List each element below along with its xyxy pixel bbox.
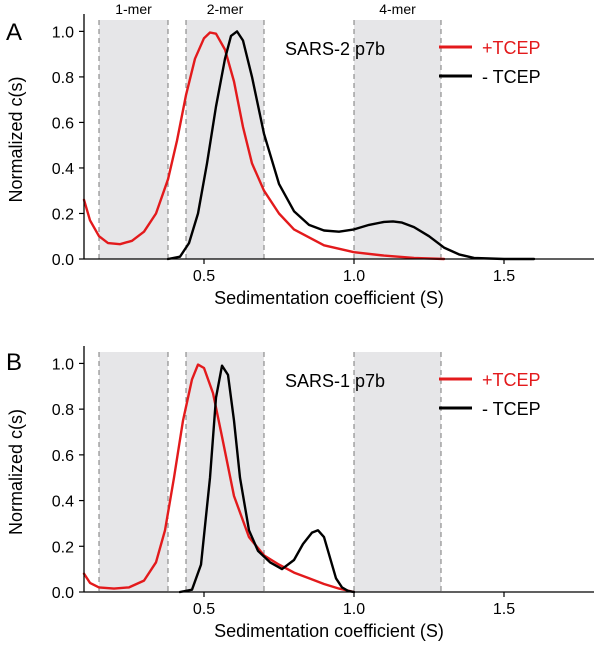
shaded-region — [99, 352, 168, 592]
y-tick-label: 0.4 — [52, 494, 74, 511]
x-axis-label: Sedimentation coefficient (S) — [214, 621, 444, 641]
y-tick-label: 0.8 — [52, 70, 74, 87]
y-tick-label: 0.6 — [52, 448, 74, 465]
region-label: 1-mer — [115, 1, 152, 17]
y-tick-label: 1.0 — [52, 24, 74, 41]
chart-panel-a: 1-mer 2-mer 4-mer 0.0 0.2 0.4 0.6 0.8 1.0 0.5 1.0 1… — [6, 1, 594, 308]
series-line-plus-tcep — [82, 31, 446, 261]
x-tick-label: 1.0 — [343, 268, 365, 285]
legend-label: +TCEP — [482, 38, 541, 58]
y-tick-label: 1.0 — [52, 356, 74, 373]
shaded-region — [354, 352, 441, 592]
x-tick-label: 0.5 — [193, 268, 215, 285]
chart-title: SARS-1 p7b — [285, 371, 385, 391]
y-tick-label: 0.0 — [52, 252, 74, 269]
y-tick-label: 0.4 — [52, 161, 74, 178]
chart-panel-b: 0.0 0.2 0.4 0.6 0.8 1.0 0.5 1.0 1.5 Sedimentation… — [6, 346, 594, 641]
y-tick-label: 0.0 — [52, 585, 74, 602]
panel-label: B — [6, 349, 22, 376]
y-tick-label: 0.2 — [52, 539, 74, 556]
y-tick-label: 0.2 — [52, 206, 74, 223]
x-tick-label: 1.5 — [493, 601, 515, 618]
x-axis-label: Sedimentation coefficient (S) — [214, 288, 444, 308]
legend-label: - TCEP — [482, 399, 541, 419]
shaded-region — [186, 352, 264, 592]
shaded-region — [99, 20, 168, 259]
region-label: 2-mer — [207, 1, 244, 17]
chart-title: SARS-2 p7b — [285, 39, 385, 59]
series-line-plus-tcep — [82, 363, 356, 594]
series-line-minus-tcep — [178, 364, 356, 594]
x-tick-label: 0.5 — [193, 601, 215, 618]
x-tick-label: 1.5 — [493, 268, 515, 285]
legend-label: - TCEP — [482, 67, 541, 87]
shaded-region — [354, 20, 441, 259]
series-line-minus-tcep — [166, 30, 536, 261]
y-tick-label: 0.6 — [52, 115, 74, 132]
y-axis-label: Normalized c(s) — [6, 76, 26, 202]
y-tick-label: 0.8 — [52, 402, 74, 419]
legend-label: +TCEP — [482, 370, 541, 390]
y-axis-label: Normalized c(s) — [6, 409, 26, 535]
region-label: 4-mer — [379, 1, 416, 17]
panel-label: A — [6, 19, 22, 46]
x-tick-label: 1.0 — [343, 601, 365, 618]
